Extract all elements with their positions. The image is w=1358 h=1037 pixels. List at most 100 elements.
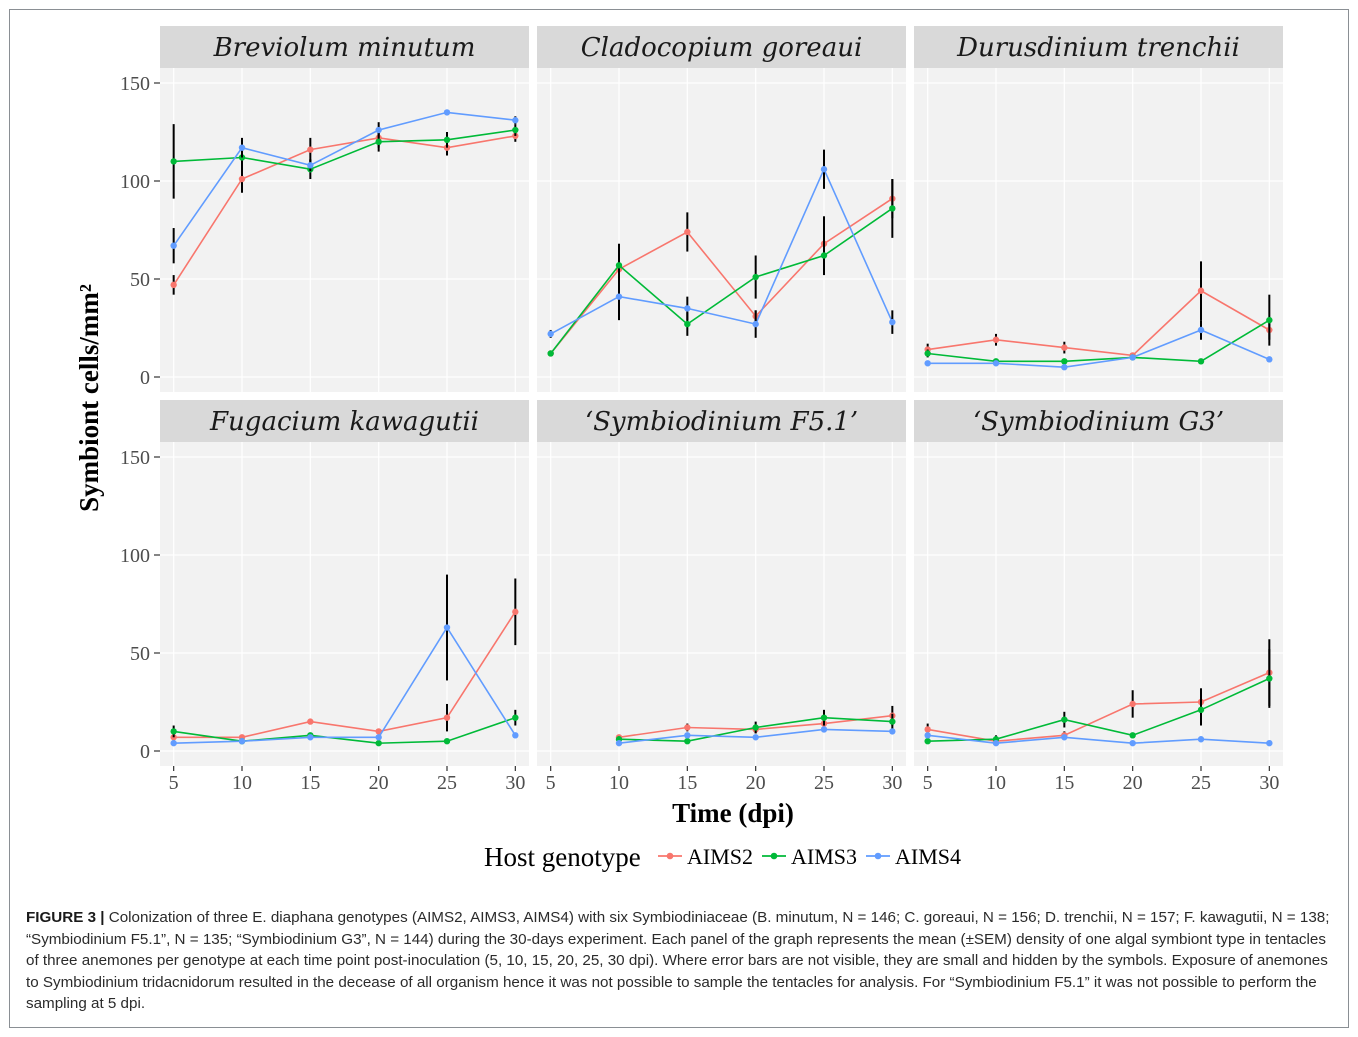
data-point-AIMS3 xyxy=(170,728,177,735)
data-point-AIMS2 xyxy=(170,281,177,289)
panel-strip xyxy=(160,26,529,68)
panel-3: Durusdinium trenchii xyxy=(914,26,1283,392)
x-axis-title: Time (dpi) xyxy=(672,798,794,828)
plot-background xyxy=(160,442,529,766)
y-tick-label: 150 xyxy=(120,447,150,469)
data-point-AIMS2 xyxy=(512,608,519,616)
panel-strip xyxy=(537,26,906,68)
legend-key-dot xyxy=(666,852,674,860)
x-tick-label: 25 xyxy=(814,772,834,794)
x-tick-label: 15 xyxy=(300,772,320,794)
data-point-AIMS4 xyxy=(170,242,177,249)
panel-1: Breviolum minutum 0 50 100 150 xyxy=(120,26,529,392)
y-tick-label: 150 xyxy=(120,73,150,95)
x-tick-label: 10 xyxy=(609,772,629,794)
x-tick-label: 30 xyxy=(1259,772,1279,794)
data-point-AIMS4 xyxy=(512,117,519,124)
figure-caption: FIGURE 3 | Colonization of three E. diap… xyxy=(26,907,1332,1015)
panel-6: ‘Symbiodinium G3’ 5 10 15 20 25 30 xyxy=(914,400,1283,794)
y-tick-label: 50 xyxy=(130,643,150,665)
x-tick-label: 5 xyxy=(546,772,556,794)
caption-separator: | xyxy=(100,909,105,926)
data-point-AIMS4 xyxy=(443,109,451,116)
legend-item-label: AIMS4 xyxy=(895,844,961,869)
data-point-AIMS3 xyxy=(443,738,451,745)
panel-title: Breviolum minutum xyxy=(213,33,476,63)
data-point-AIMS2 xyxy=(924,726,931,733)
caption-label: FIGURE 3 xyxy=(26,909,97,926)
legend-key-dot xyxy=(874,852,882,860)
y-tick-label: 50 xyxy=(130,269,150,291)
data-point-AIMS4 xyxy=(752,320,759,328)
legend: Host genotype AIMS2 AIMS3 AIMS4 xyxy=(484,842,961,872)
data-point-AIMS4 xyxy=(820,166,828,173)
x-tick-label: 20 xyxy=(1123,772,1143,794)
data-point-AIMS3 xyxy=(752,273,759,281)
series-line-AIMS4 xyxy=(927,734,1270,745)
x-tick-label: 30 xyxy=(505,772,525,794)
y-tick-label: 100 xyxy=(120,171,150,193)
data-point-AIMS4 xyxy=(889,728,896,735)
x-tick-label: 20 xyxy=(746,772,766,794)
caption-text: Colonization of three E. diaphana genoty… xyxy=(26,909,1330,1012)
data-point-AIMS4 xyxy=(752,734,759,741)
data-point-AIMS3 xyxy=(1197,706,1205,714)
data-point-AIMS4 xyxy=(307,162,314,169)
data-point-AIMS3 xyxy=(512,126,519,134)
data-point-AIMS4 xyxy=(615,739,623,747)
panel-2: Cladocopium goreaui xyxy=(537,26,906,392)
data-point-AIMS3 xyxy=(889,718,896,725)
data-point-AIMS4 xyxy=(820,726,828,733)
data-point-AIMS2 xyxy=(684,228,691,236)
data-point-AIMS3 xyxy=(684,738,691,745)
data-point-AIMS3 xyxy=(547,350,554,357)
data-point-AIMS3 xyxy=(375,138,382,145)
data-point-AIMS2 xyxy=(238,175,246,183)
data-point-AIMS3 xyxy=(1061,358,1068,365)
data-point-AIMS3 xyxy=(615,262,623,269)
plot-background xyxy=(537,442,906,766)
data-point-AIMS4 xyxy=(1061,734,1068,741)
legend-item-label: AIMS2 xyxy=(687,844,753,869)
series-line-AIMS2 xyxy=(173,611,516,739)
panel-title: Durusdinium trenchii xyxy=(956,33,1240,63)
series-line-AIMS2 xyxy=(550,197,893,355)
data-point-AIMS4 xyxy=(547,330,554,338)
x-tick-label: 15 xyxy=(677,772,697,794)
x-tick-label: 20 xyxy=(369,772,389,794)
data-point-AIMS2 xyxy=(307,718,314,725)
series-line-AIMS4 xyxy=(173,625,516,744)
data-point-AIMS3 xyxy=(170,158,177,165)
data-point-AIMS4 xyxy=(375,734,382,741)
plot-background xyxy=(160,68,529,392)
data-point-AIMS3 xyxy=(889,205,896,212)
data-point-AIMS4 xyxy=(924,732,931,739)
data-point-AIMS2 xyxy=(1061,344,1068,351)
data-point-AIMS3 xyxy=(820,714,828,721)
panel-strip xyxy=(914,26,1283,68)
data-point-AIMS4 xyxy=(307,734,314,741)
data-point-AIMS2 xyxy=(1197,287,1205,294)
legend-item-label: AIMS3 xyxy=(791,844,857,869)
data-point-AIMS4 xyxy=(238,738,246,745)
data-point-AIMS3 xyxy=(924,738,931,745)
data-point-AIMS4 xyxy=(889,318,896,326)
x-tick-label: 10 xyxy=(986,772,1006,794)
data-point-AIMS4 xyxy=(512,732,519,739)
data-point-AIMS4 xyxy=(992,739,1000,747)
panel-title: ‘Symbiodinium G3’ xyxy=(973,407,1224,437)
data-point-AIMS3 xyxy=(752,724,759,731)
data-point-AIMS4 xyxy=(375,126,382,134)
data-point-AIMS3 xyxy=(1197,358,1205,365)
data-point-AIMS4 xyxy=(924,360,931,367)
series-line-AIMS4 xyxy=(173,111,516,247)
data-point-AIMS3 xyxy=(1266,675,1273,682)
x-tick-label: 25 xyxy=(1191,772,1211,794)
panel-strip xyxy=(914,400,1283,442)
x-tick-label: 30 xyxy=(882,772,902,794)
data-point-AIMS2 xyxy=(307,146,314,153)
data-point-AIMS3 xyxy=(1061,716,1068,723)
y-axis-title: Symbiont cells/mm² xyxy=(74,284,104,512)
